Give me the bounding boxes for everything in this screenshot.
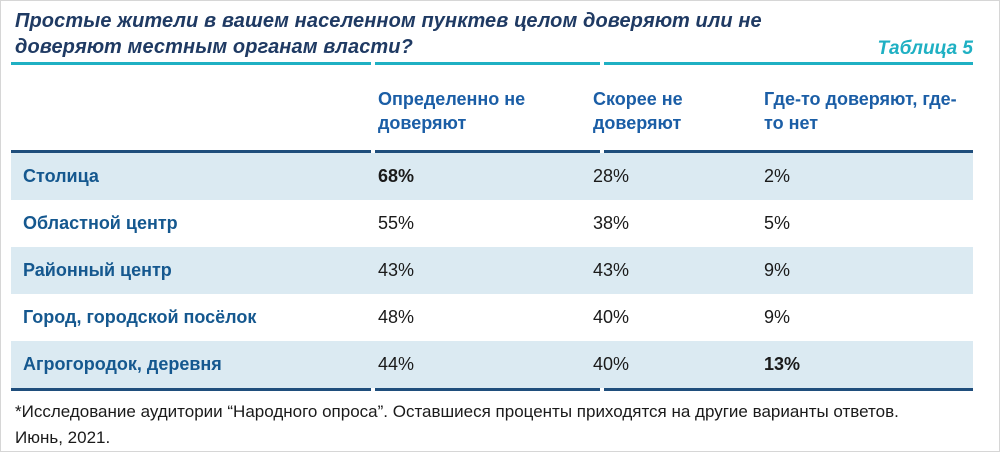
- footer-divider: [11, 388, 973, 391]
- cell-value: 43%: [378, 260, 415, 280]
- cell-value: 43%: [593, 260, 630, 280]
- column-header: Скорее не доверяют: [593, 89, 683, 133]
- cell-value: 48%: [378, 307, 415, 327]
- table-row: Город, городской посёлок 48% 40% 9%: [11, 294, 973, 341]
- table-number-tag: Таблица 5: [877, 38, 973, 59]
- table-header-row: Определенно не доверяют Скорее не доверяю…: [11, 65, 973, 150]
- row-label: Агрогородок, деревня: [23, 354, 222, 374]
- column-header: Где-то доверяют, где-то нет: [764, 89, 957, 133]
- title-bar: Простые жители в вашем населенном пункте…: [15, 8, 973, 60]
- cell-value: 13%: [764, 354, 801, 374]
- table-row: Районный центр 43% 43% 9%: [11, 247, 973, 294]
- cell-value: 9%: [764, 307, 791, 327]
- row-label: Районный центр: [23, 260, 172, 280]
- row-label: Город, городской посёлок: [23, 307, 257, 327]
- footnote: *Исследование аудитории “Народного опрос…: [15, 399, 975, 451]
- cell-value: 28%: [593, 166, 630, 186]
- page-title-line2: доверяют местным органам власти?: [15, 36, 413, 58]
- teal-divider: [11, 62, 973, 65]
- cell-value: 2%: [764, 166, 791, 186]
- header-spacer: [11, 65, 378, 87]
- table-row: Столица 68% 28% 2%: [11, 153, 973, 200]
- cell-value: 5%: [764, 213, 791, 233]
- cell-value: 9%: [764, 260, 791, 280]
- row-label: Областной центр: [23, 213, 178, 233]
- column-header: Определенно не доверяют: [378, 89, 526, 133]
- table-row: Агрогородок, деревня 44% 40% 13%: [11, 341, 973, 388]
- cell-value: 40%: [593, 354, 630, 374]
- table-row: Областной центр 55% 38% 5%: [11, 200, 973, 247]
- cell-value: 55%: [378, 213, 415, 233]
- row-label: Столица: [23, 166, 99, 186]
- page-title-line1: Простые жители в вашем населенном пункте…: [15, 10, 762, 32]
- cell-value: 68%: [378, 166, 415, 186]
- cell-value: 40%: [593, 307, 630, 327]
- cell-value: 44%: [378, 354, 415, 374]
- header-divider: [11, 150, 973, 153]
- footnote-line2: Июнь, 2021.: [15, 428, 111, 447]
- page-title: Простые жители в вашем населенном пункте…: [15, 8, 762, 60]
- cell-value: 38%: [593, 213, 630, 233]
- table-body: Столица 68% 28% 2% Областной центр 55% 3…: [11, 153, 973, 388]
- footnote-line1: *Исследование аудитории “Народного опрос…: [15, 402, 899, 421]
